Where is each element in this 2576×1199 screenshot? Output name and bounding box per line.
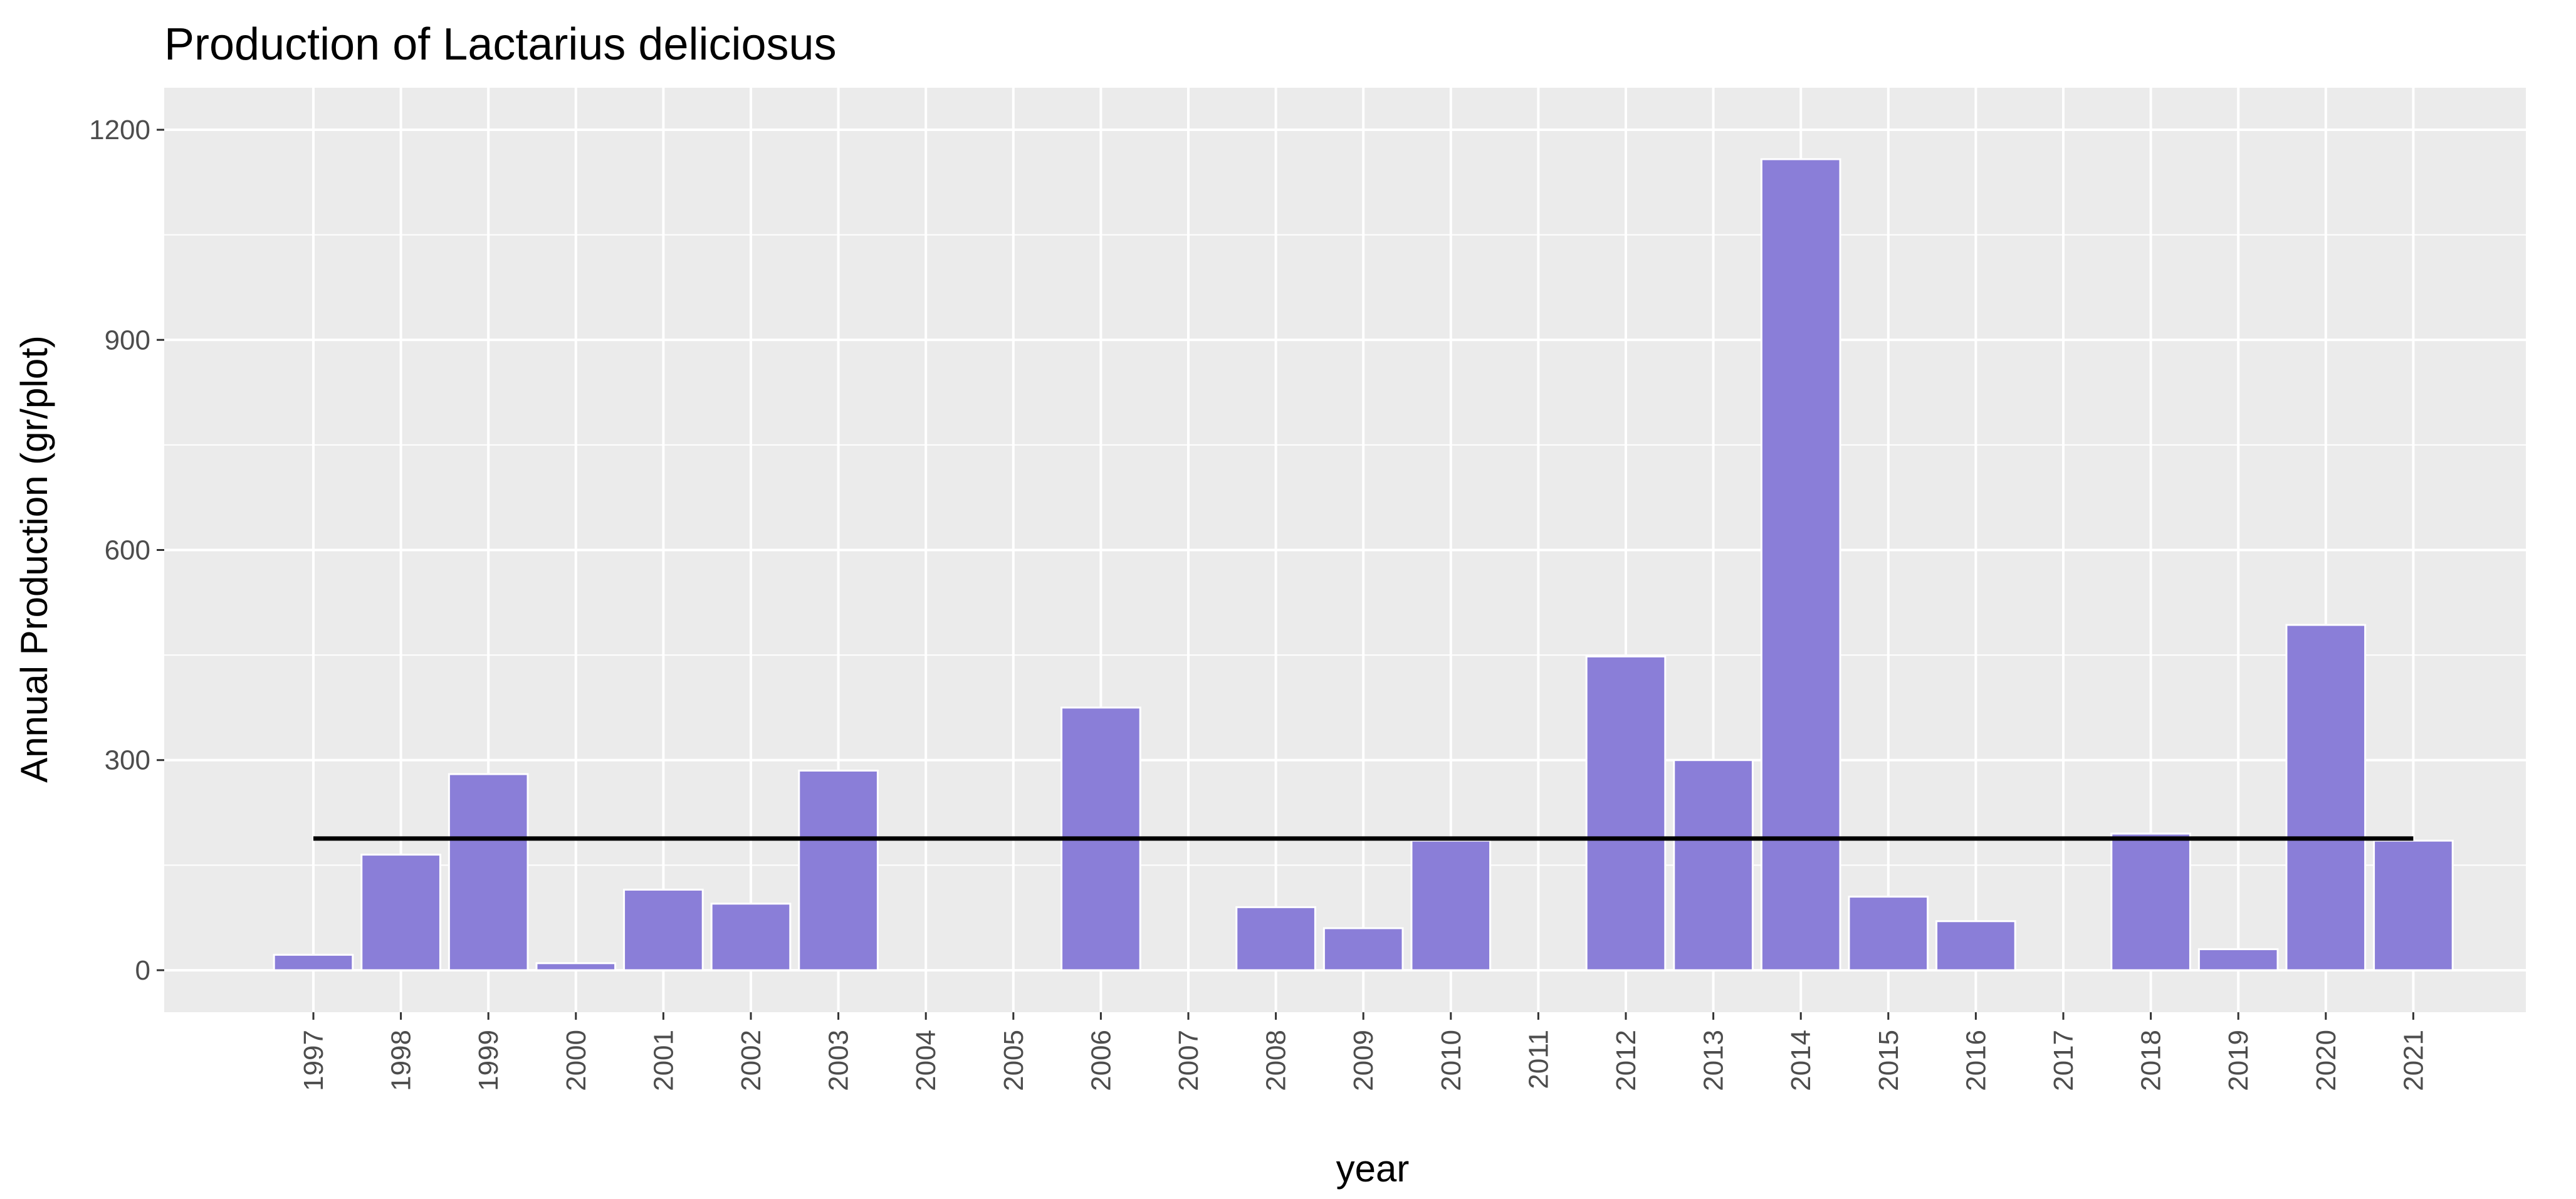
bar [710,903,792,971]
bar [798,769,879,971]
x-tick-label: 2021 [2398,1030,2429,1091]
bar [1585,655,1667,971]
x-axis-title: year [1336,1148,1410,1190]
x-tick-label: 2001 [648,1030,679,1091]
y-tick-label: 300 [105,745,150,776]
bar [1848,896,1929,971]
x-tick-label: 1997 [298,1030,329,1091]
bar [1935,920,2016,971]
x-tick-label: 2005 [998,1030,1029,1091]
bars [273,158,2454,971]
bar [1322,927,1404,971]
x-axis: 1997 1998 1999 2000 2001 2002 2003 2004 2005 2006… [298,1012,2429,1091]
y-axis: 0 300 600 900 1200 [89,115,164,986]
y-axis-title: Annual Production (gr/plot) [13,335,55,783]
bar [448,773,529,971]
bar [2110,832,2191,971]
y-tick-label: 0 [135,955,150,986]
x-tick-label: 2008 [1261,1030,1292,1091]
bar [1673,759,1754,971]
bar [2197,948,2279,971]
y-tick-label: 1200 [89,115,150,145]
x-tick-label: 2013 [1699,1030,1729,1091]
x-tick-label: 2018 [2136,1030,2167,1091]
bar [1760,158,1841,971]
bar [2285,624,2367,971]
bar [1410,839,1492,971]
y-tick-label: 900 [105,325,150,355]
x-tick-label: 2002 [736,1030,767,1091]
x-tick-label: 2011 [1523,1030,1554,1089]
y-tick-label: 600 [105,535,150,566]
x-tick-label: 1999 [473,1030,504,1091]
bar [2373,839,2454,971]
x-tick-label: 2010 [1436,1030,1467,1091]
bar [535,962,617,971]
bar [623,888,704,971]
x-tick-label: 2017 [2048,1030,2079,1091]
x-tick-label: 2014 [1786,1030,1816,1091]
x-tick-label: 2012 [1611,1030,1641,1091]
x-tick-label: 2009 [1348,1030,1379,1091]
x-tick-label: 2019 [2223,1030,2254,1091]
bar [1235,906,1316,971]
x-tick-label: 2015 [1873,1030,1904,1091]
x-tick-label: 2004 [911,1030,941,1091]
x-tick-label: 2003 [824,1030,854,1091]
x-tick-label: 1998 [386,1030,417,1091]
x-tick-label: 2007 [1173,1030,1204,1091]
bar [360,854,441,971]
x-tick-label: 2000 [561,1030,592,1091]
x-tick-label: 2006 [1086,1030,1116,1091]
bar [273,953,354,971]
chart-title: Production of Lactarius deliciosus [164,19,837,70]
x-tick-label: 2020 [2311,1030,2342,1091]
x-tick-label: 2016 [1961,1030,1991,1091]
